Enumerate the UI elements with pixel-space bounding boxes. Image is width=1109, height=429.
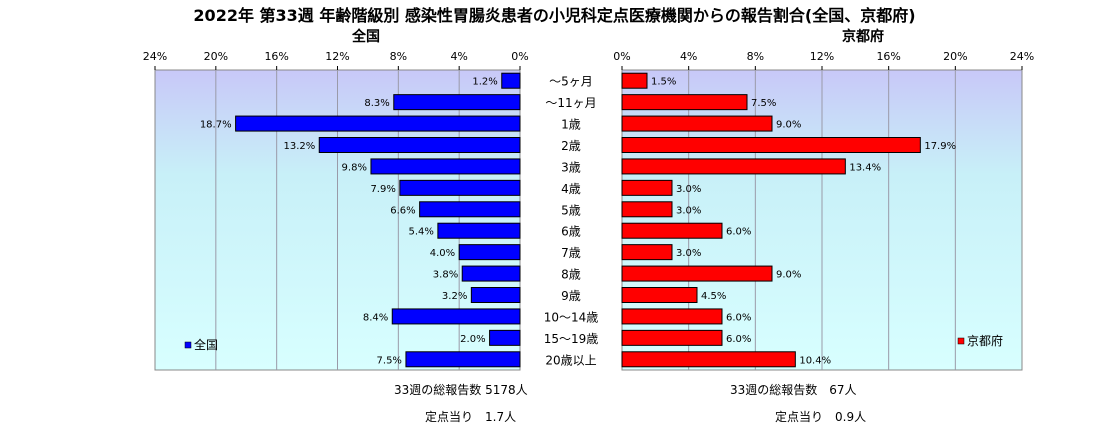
national-bar	[461, 265, 521, 282]
national-value-label: 8.4%	[363, 312, 388, 323]
legend-kyoto-swatch	[957, 337, 965, 345]
right-tick-label: 12%	[810, 50, 834, 63]
kyoto-bar	[621, 308, 723, 325]
kyoto-bar	[621, 179, 673, 196]
left-tick-label: 20%	[204, 50, 228, 63]
national-bar	[318, 137, 521, 153]
category-label: 7歳	[561, 246, 581, 260]
kyoto-value-label: 4.5%	[701, 291, 726, 302]
kyoto-bar	[621, 137, 921, 153]
kyoto-bar	[621, 222, 723, 239]
kyoto-bar	[621, 115, 773, 132]
chart-title: 2022年 第33週 年齢階級別 感染性胃腸炎患者の小児科定点医療機関からの報告…	[193, 6, 916, 25]
kyoto-value-label: 6.0%	[726, 312, 751, 323]
national-value-label: 3.8%	[433, 270, 458, 281]
national-value-label: 9.8%	[342, 162, 367, 173]
kyoto-bar	[621, 201, 673, 218]
kyoto-bar	[621, 94, 748, 111]
kyoto-bar	[621, 72, 648, 89]
kyoto-per-site-text: 定点当り 0.9人	[775, 410, 867, 424]
national-bar	[489, 329, 521, 346]
national-value-label: 18.7%	[200, 120, 232, 131]
national-value-label: 2.0%	[460, 334, 485, 345]
kyoto-bar	[621, 265, 773, 282]
right-tick-label: 20%	[943, 50, 967, 63]
left-tick-label: 12%	[325, 50, 349, 63]
kyoto-value-label: 9.0%	[776, 120, 801, 131]
kyoto-value-label: 3.0%	[676, 205, 701, 216]
national-bar	[399, 179, 521, 196]
national-value-label: 3.2%	[442, 291, 467, 302]
national-value-label: 4.0%	[430, 248, 455, 259]
legend-kyoto-label: 京都府	[967, 333, 1003, 348]
category-label: 5歳	[561, 203, 581, 217]
national-bar	[470, 287, 521, 303]
left-tick-label: 24%	[143, 50, 167, 63]
national-per-site-text: 定点当り 1.7人	[425, 410, 517, 424]
kyoto-value-label: 9.0%	[776, 270, 801, 281]
kyoto-bar	[621, 158, 846, 175]
national-bar	[501, 72, 521, 89]
category-label: 6歳	[561, 225, 581, 239]
national-bar	[458, 244, 521, 261]
kyoto-value-label: 6.0%	[726, 334, 751, 345]
category-label: 8歳	[561, 268, 581, 282]
kyoto-total-text: 33週の総報告数 67人	[730, 383, 857, 397]
kyoto-value-label: 13.4%	[849, 162, 881, 173]
national-value-label: 5.4%	[408, 227, 433, 238]
left-tick-label: 0%	[511, 50, 528, 63]
right-panel-title: 京都府	[842, 29, 884, 45]
national-bar	[370, 158, 521, 175]
kyoto-bar	[621, 287, 698, 303]
kyoto-value-label: 3.0%	[676, 184, 701, 195]
national-bar	[405, 351, 521, 368]
national-value-label: 7.5%	[377, 355, 402, 366]
left-panel-title: 全国	[352, 29, 380, 45]
kyoto-value-label: 17.9%	[924, 141, 956, 152]
category-label: ～11ヶ月	[545, 96, 596, 110]
kyoto-bar	[621, 244, 673, 261]
kyoto-value-label: 7.5%	[751, 98, 776, 109]
category-label: 10～14歳	[544, 310, 599, 324]
left-tick-label: 16%	[264, 50, 288, 63]
national-bar	[391, 308, 521, 325]
kyoto-bar	[621, 351, 796, 368]
national-bar	[235, 115, 521, 132]
national-value-label: 7.9%	[370, 184, 395, 195]
legend-national-swatch	[184, 341, 192, 349]
category-label: 15～19歳	[544, 332, 599, 346]
category-label: 20歳以上	[545, 353, 596, 367]
category-label: 4歳	[561, 182, 581, 196]
legend-national-label: 全国	[194, 337, 218, 352]
category-label: 9歳	[561, 289, 581, 303]
right-tick-label: 24%	[1010, 50, 1034, 63]
national-bar	[393, 94, 521, 111]
left-tick-label: 8%	[390, 50, 407, 63]
category-label: 1歳	[561, 118, 581, 132]
category-label: 3歳	[561, 160, 581, 174]
category-label: 2歳	[561, 139, 581, 153]
kyoto-value-label: 6.0%	[726, 227, 751, 238]
national-bar	[419, 201, 521, 218]
category-label: ～5ヶ月	[549, 75, 593, 89]
national-value-label: 8.3%	[364, 98, 389, 109]
kyoto-value-label: 3.0%	[676, 248, 701, 259]
left-tick-label: 4%	[450, 50, 467, 63]
national-value-label: 6.6%	[390, 205, 415, 216]
kyoto-value-label: 10.4%	[799, 355, 831, 366]
kyoto-bar	[621, 329, 723, 346]
right-tick-label: 4%	[680, 50, 697, 63]
national-bar	[437, 222, 521, 239]
kyoto-value-label: 1.5%	[651, 77, 676, 88]
right-tick-label: 16%	[876, 50, 900, 63]
right-tick-label: 8%	[747, 50, 764, 63]
national-value-label: 1.2%	[472, 77, 497, 88]
right-tick-label: 0%	[613, 50, 630, 63]
national-value-label: 13.2%	[283, 141, 315, 152]
national-total-text: 33週の総報告数 5178人	[394, 383, 528, 397]
